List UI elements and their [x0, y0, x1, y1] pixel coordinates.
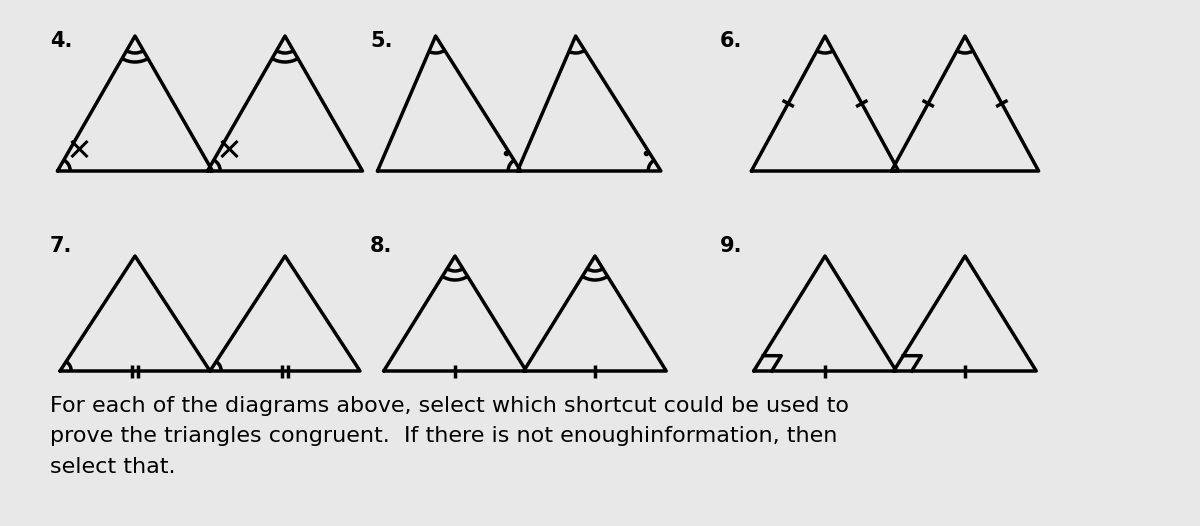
Text: 4.: 4.	[50, 31, 72, 51]
Text: 9.: 9.	[720, 236, 743, 256]
Text: For each of the diagrams above, select which shortcut could be used to
prove the: For each of the diagrams above, select w…	[50, 396, 850, 477]
Text: 5.: 5.	[370, 31, 392, 51]
Text: 8.: 8.	[370, 236, 392, 256]
Text: 7.: 7.	[50, 236, 72, 256]
Text: 6.: 6.	[720, 31, 743, 51]
